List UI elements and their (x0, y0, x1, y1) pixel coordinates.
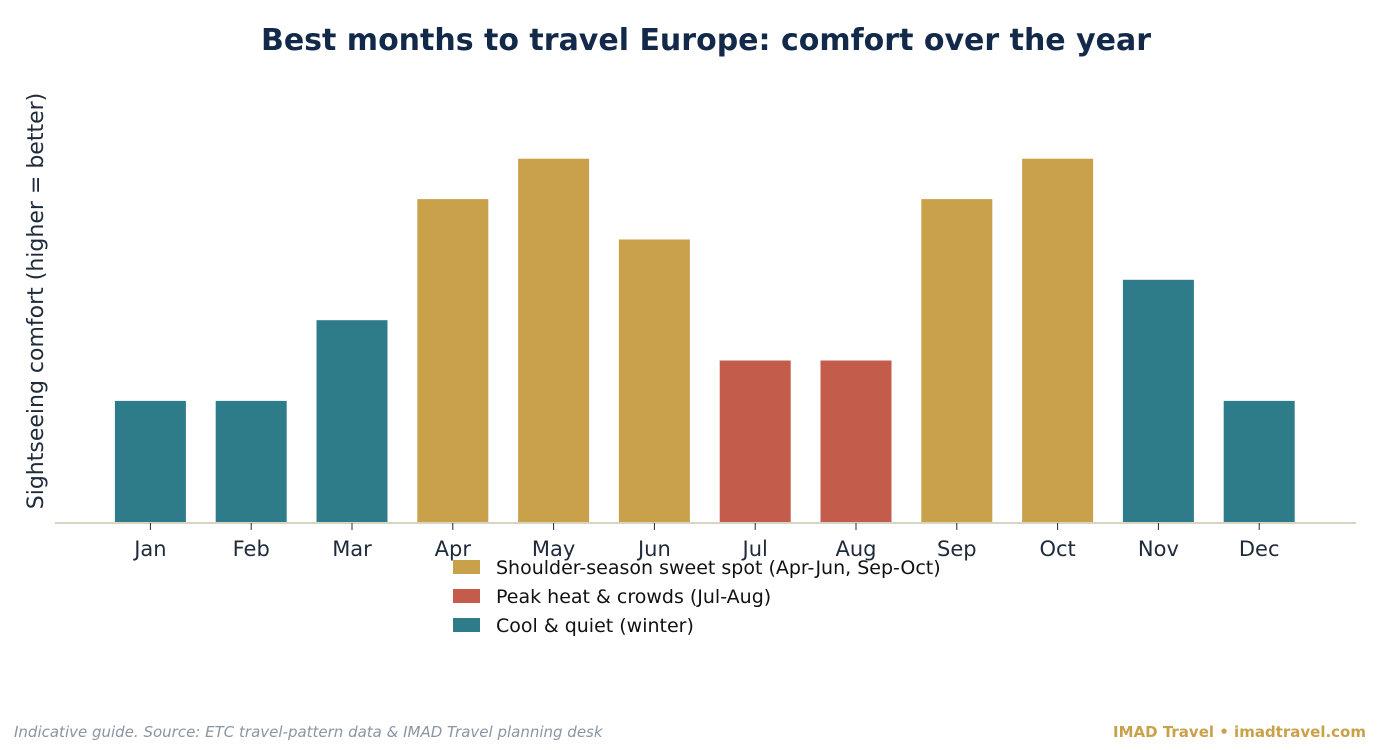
legend-label-shoulder: Shoulder-season sweet spot (Apr-Jun, Sep… (496, 557, 941, 579)
bar-jan (114, 400, 186, 522)
x-tick-label-mar: Mar (332, 537, 372, 561)
x-tick-label-apr: Apr (435, 537, 472, 561)
bar-aug (820, 360, 892, 522)
bar-may (518, 158, 590, 522)
x-tick-label-dec: Dec (1239, 537, 1280, 561)
x-tick-label-jun: Jun (636, 537, 671, 561)
x-tick-label-may: May (532, 537, 575, 561)
legend-label-peak: Peak heat & crowds (Jul-Aug) (496, 586, 771, 608)
bar-mar (316, 320, 388, 522)
bar-jul (719, 360, 791, 522)
bar-nov (1122, 279, 1194, 522)
source-note: Indicative guide. Source: ETC travel-pat… (14, 723, 603, 741)
legend-label-winter: Cool & quiet (winter) (496, 615, 694, 637)
x-tick-label-jul: Jul (741, 537, 768, 561)
chart-title: Best months to travel Europe: comfort ov… (261, 23, 1151, 58)
x-tick-label-jan: Jan (132, 537, 166, 561)
brand-footer[interactable]: IMAD Travel • imadtravel.com (1113, 723, 1366, 741)
bar-oct (1022, 158, 1094, 522)
legend-swatch-shoulder (453, 560, 480, 574)
y-axis-label: Sightseeing comfort (higher = better) (24, 93, 49, 509)
bars-group (114, 158, 1295, 522)
x-tick-label-sep: Sep (937, 537, 977, 561)
legend-swatch-peak (453, 589, 480, 603)
x-tick-label-aug: Aug (835, 537, 876, 561)
legend-swatch-winter (453, 618, 480, 632)
bar-feb (215, 400, 287, 522)
x-tick-label-nov: Nov (1138, 537, 1179, 561)
bar-sep (921, 199, 993, 522)
legend: Shoulder-season sweet spot (Apr-Jun, Sep… (453, 557, 941, 637)
bar-apr (417, 199, 489, 522)
x-tick-label-oct: Oct (1039, 537, 1075, 561)
bar-dec (1223, 400, 1295, 522)
x-ticks-group: Jan Feb Mar Apr May Jun Jul Aug Sep Oct Nov Dec (132, 523, 1280, 561)
bar-jun (618, 239, 690, 522)
x-tick-label-feb: Feb (233, 537, 270, 561)
